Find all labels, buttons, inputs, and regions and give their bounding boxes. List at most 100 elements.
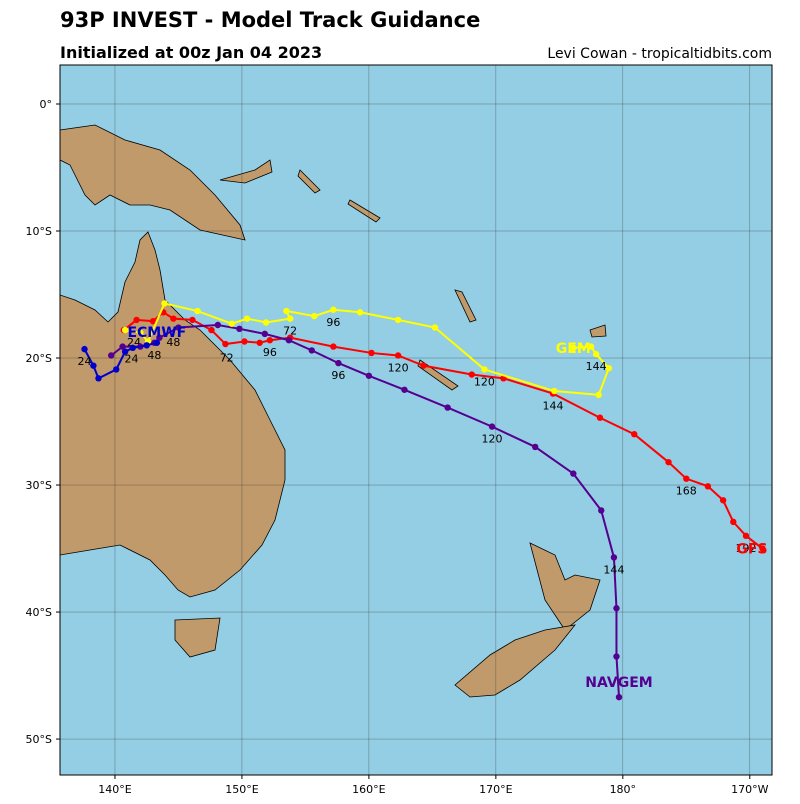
- hour-label: 96: [331, 369, 345, 382]
- track-point: [243, 315, 251, 322]
- x-tick-label: 160°E: [352, 783, 385, 796]
- y-tick-label: 50°S: [26, 733, 52, 746]
- track-point: [570, 344, 577, 352]
- track-point: [365, 372, 373, 379]
- track-point: [610, 554, 618, 561]
- track-point: [394, 352, 402, 359]
- track-point: [262, 319, 270, 326]
- track-point: [121, 348, 129, 355]
- hour-label: 96: [263, 346, 277, 359]
- track-point: [613, 605, 620, 612]
- track-point: [488, 423, 496, 430]
- track-point: [444, 404, 451, 411]
- track-point: [308, 347, 315, 354]
- track-point: [330, 343, 337, 350]
- track-line: [123, 311, 764, 550]
- track-point: [730, 518, 737, 526]
- track-point: [704, 483, 712, 490]
- track-point: [149, 317, 157, 325]
- hour-label: 192: [735, 542, 756, 555]
- track-point: [189, 316, 196, 324]
- track-point: [161, 300, 168, 307]
- track-point: [587, 343, 595, 350]
- track-point: [551, 387, 558, 395]
- x-tick-label: 140°E: [98, 783, 131, 796]
- track-point: [592, 351, 600, 358]
- credit: Levi Cowan - tropicaltidbits.com: [547, 46, 772, 62]
- y-tick-label: 40°S: [26, 606, 52, 619]
- hour-label: 144: [603, 563, 624, 576]
- track-point: [175, 324, 182, 331]
- hour-label: 48: [166, 336, 180, 349]
- x-tick-label: 170°E: [479, 783, 512, 796]
- track-point: [194, 307, 201, 315]
- title: 93P INVEST - Model Track Guidance: [60, 8, 480, 32]
- hour-label: 24: [78, 355, 92, 368]
- track-point: [615, 693, 623, 701]
- track-point: [311, 312, 318, 320]
- track-point: [595, 391, 602, 399]
- track-point: [431, 324, 439, 331]
- track-point: [121, 326, 129, 334]
- hour-label: 120: [482, 433, 503, 446]
- hour-label: 48: [147, 349, 161, 362]
- track-point: [631, 431, 638, 438]
- track-point: [228, 320, 235, 327]
- track-point: [468, 371, 475, 378]
- x-tick-label: 180°: [610, 783, 637, 796]
- hour-label: 24: [124, 353, 138, 366]
- track-point: [596, 414, 604, 421]
- track-point: [394, 316, 402, 324]
- track-point: [598, 507, 605, 514]
- model-name: GFS: [736, 542, 767, 558]
- track-point: [90, 362, 97, 369]
- track-point: [613, 653, 620, 660]
- track-point: [261, 330, 268, 338]
- track-point: [137, 329, 144, 336]
- track-point: [401, 386, 408, 393]
- track-point: [156, 334, 163, 341]
- track-point: [113, 366, 120, 373]
- x-tick-label: 150°E: [225, 783, 258, 796]
- track-point: [532, 443, 539, 451]
- track-point: [683, 475, 690, 482]
- hour-label: 168: [676, 485, 697, 498]
- track-point: [81, 345, 88, 353]
- hour-label: 120: [388, 361, 409, 374]
- track-point: [356, 309, 364, 316]
- hour-label: 72: [283, 325, 297, 338]
- track-point: [481, 366, 488, 373]
- track-point: [605, 364, 613, 372]
- y-tick-label: 10°S: [26, 225, 52, 238]
- track-point: [719, 497, 727, 504]
- track-point: [236, 325, 243, 333]
- track-point: [95, 375, 102, 382]
- track-point: [153, 339, 161, 346]
- track-point: [283, 307, 290, 315]
- model-name: GEM: [556, 341, 591, 357]
- land: [60, 124, 607, 698]
- track-point: [665, 458, 672, 466]
- y-tick-label: 30°S: [26, 479, 52, 492]
- hour-label: 144: [542, 400, 563, 413]
- track-point: [133, 316, 140, 324]
- track-point: [256, 339, 263, 346]
- hour-label: 72: [220, 351, 234, 364]
- track-point: [241, 338, 248, 345]
- track-point: [143, 342, 150, 349]
- track-point: [570, 470, 577, 477]
- track-point: [129, 344, 136, 352]
- track-point: [170, 315, 177, 322]
- track-point: [208, 326, 215, 334]
- track-point: [119, 343, 126, 350]
- hour-label: 120: [474, 375, 495, 388]
- track-point: [742, 532, 750, 540]
- x-tick-label: 170°W: [731, 783, 768, 796]
- track-point: [107, 352, 115, 359]
- track-line: [124, 302, 611, 396]
- track-point: [368, 349, 375, 357]
- track-point: [335, 359, 342, 367]
- frame: [59, 64, 773, 776]
- model-name: NAVGEM: [585, 675, 652, 691]
